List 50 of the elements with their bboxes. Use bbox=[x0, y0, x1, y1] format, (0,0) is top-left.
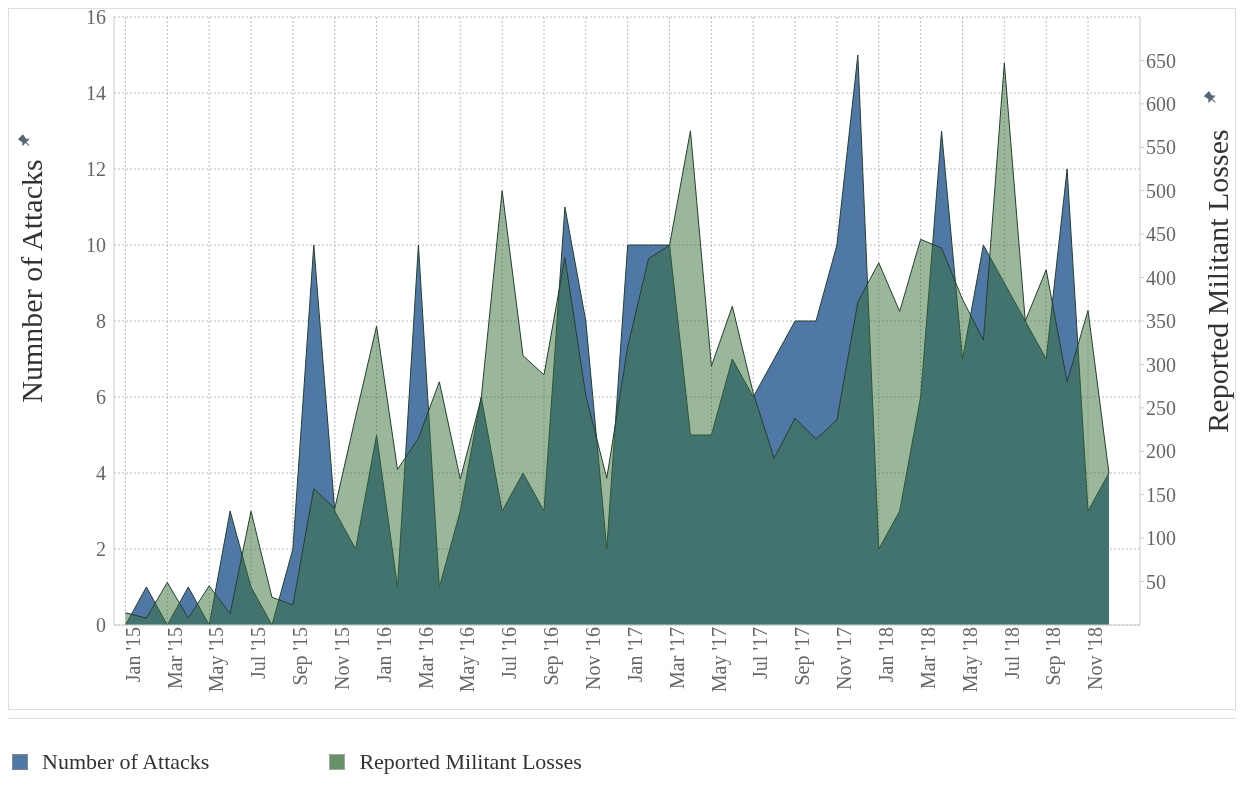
x-tick-label: Jan '16 bbox=[372, 627, 395, 683]
x-tick-label: Sep '18 bbox=[1042, 627, 1066, 686]
y-axis-title: Numnber of Attacks bbox=[14, 159, 48, 403]
y-tick-label: 0 bbox=[96, 614, 106, 637]
y2-tick-label: 300 bbox=[1146, 353, 1176, 376]
x-tick-label: Nov '16 bbox=[582, 627, 605, 691]
y2-axis-title: Reported Militant Losses bbox=[1200, 129, 1234, 433]
y2-tick-label: 500 bbox=[1146, 179, 1176, 202]
x-tick-label: Sep '15 bbox=[289, 627, 313, 686]
x-tick-label: Mar '18 bbox=[916, 627, 939, 689]
y2-tick-label: 100 bbox=[1146, 527, 1176, 550]
y-tick-label: 16 bbox=[86, 6, 106, 29]
x-tick-label: Jan '15 bbox=[121, 627, 144, 683]
x-tick-label: Jan '18 bbox=[874, 627, 897, 683]
x-tick-label: Sep '16 bbox=[540, 627, 564, 686]
y2-tick-label: 550 bbox=[1146, 136, 1176, 159]
y-tick-label: 12 bbox=[86, 158, 106, 181]
x-tick-label: May '15 bbox=[205, 627, 229, 693]
y2-tick-label: 350 bbox=[1146, 310, 1176, 333]
y2-tick-label: 400 bbox=[1146, 266, 1176, 289]
y-tick-label: 8 bbox=[96, 310, 106, 333]
y-tick-label: 14 bbox=[86, 82, 106, 105]
x-tick-label: May '17 bbox=[707, 627, 731, 693]
x-tick-label: Jul '16 bbox=[498, 627, 521, 679]
y2-tick-label: 50 bbox=[1146, 570, 1166, 593]
y2-tick-label: 150 bbox=[1146, 483, 1176, 506]
legend-label: Reported Militant Losses bbox=[359, 749, 582, 775]
x-tick-label: May '18 bbox=[958, 627, 982, 693]
y-tick-label: 6 bbox=[96, 386, 106, 409]
x-tick-label: Sep '17 bbox=[791, 627, 815, 686]
x-tick-label: Jul '18 bbox=[1000, 627, 1023, 679]
x-tick-label: Mar '17 bbox=[665, 627, 688, 689]
legend-label: Number of Attacks bbox=[42, 749, 210, 775]
y2-tick-label: 200 bbox=[1146, 440, 1176, 463]
x-tick-label: Mar '15 bbox=[163, 627, 186, 689]
x-tick-label: May '16 bbox=[456, 627, 480, 693]
y2-tick-label: 650 bbox=[1146, 49, 1176, 72]
y-tick-label: 10 bbox=[86, 234, 106, 257]
x-tick-label: Jul '15 bbox=[247, 627, 270, 679]
y2-tick-label: 450 bbox=[1146, 223, 1176, 246]
y2-tick-label: 600 bbox=[1146, 92, 1176, 115]
x-tick-label: Jan '17 bbox=[623, 627, 646, 683]
x-tick-label: Nov '15 bbox=[330, 627, 353, 691]
y-tick-label: 4 bbox=[96, 462, 106, 485]
x-tick-label: Jul '17 bbox=[749, 627, 772, 679]
x-tick-label: Nov '18 bbox=[1084, 627, 1107, 691]
y2-tick-label: 250 bbox=[1146, 396, 1176, 419]
x-tick-label: Mar '16 bbox=[414, 627, 437, 689]
y-tick-label: 2 bbox=[96, 538, 106, 561]
x-tick-label: Nov '17 bbox=[833, 627, 856, 691]
